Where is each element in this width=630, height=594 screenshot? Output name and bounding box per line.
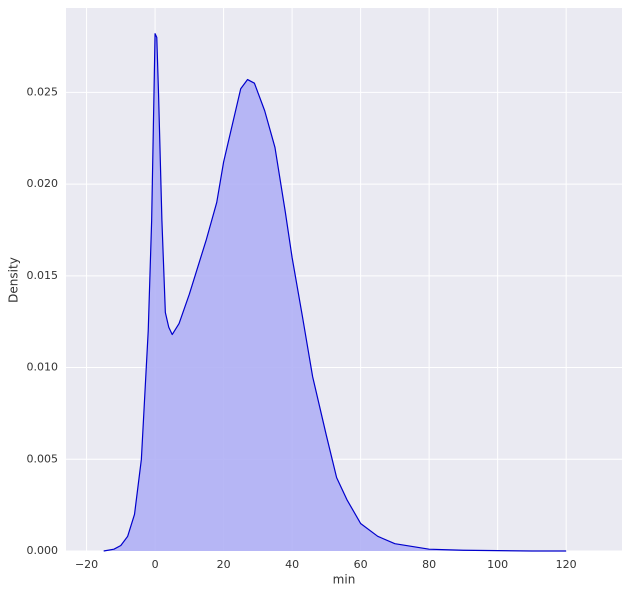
x-axis-label: min (333, 573, 356, 587)
y-tick-label: 0.015 (27, 269, 59, 282)
x-tick-label: 80 (422, 558, 436, 571)
y-tick-label: 0.010 (27, 361, 59, 374)
y-tick-label: 0.020 (27, 177, 59, 190)
y-tick-label: 0.005 (27, 452, 59, 465)
y-axis-label: Density (7, 257, 21, 303)
x-tick-label: 100 (487, 558, 508, 571)
x-tick-label: 60 (354, 558, 368, 571)
density-area (103, 33, 567, 552)
y-tick-label: 0.000 (27, 544, 59, 557)
x-tick-label: 120 (556, 558, 577, 571)
x-tick-label: −20 (75, 558, 98, 571)
x-tick-label: 20 (217, 558, 231, 571)
x-tick-label: 40 (285, 558, 299, 571)
x-tick-label: 0 (152, 558, 159, 571)
y-tick-label: 0.025 (27, 85, 59, 98)
density-line (103, 33, 567, 552)
